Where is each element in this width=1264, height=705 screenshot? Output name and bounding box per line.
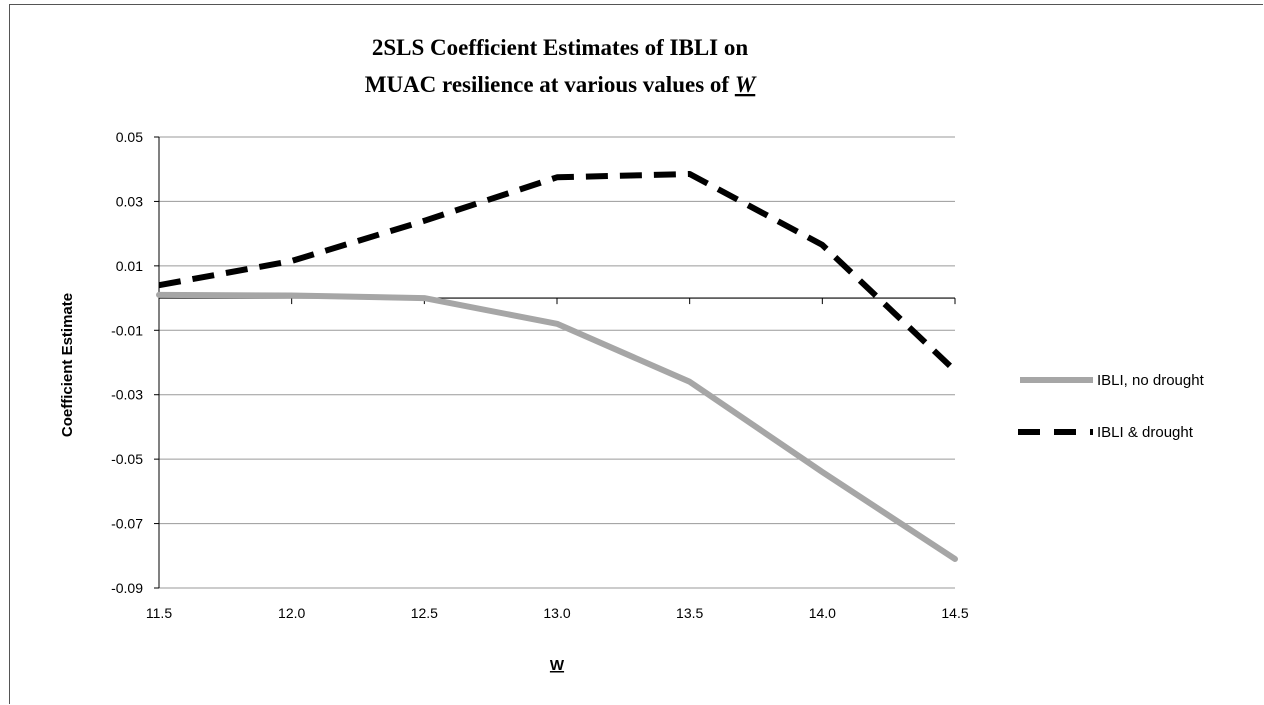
chart-title-line1: 2SLS Coefficient Estimates of IBLI on	[372, 35, 749, 60]
legend: IBLI, no drought IBLI & drought	[1018, 372, 1205, 441]
y-tick-label: -0.09	[111, 580, 143, 596]
x-tick-label: 12.0	[278, 605, 305, 621]
chart-title-line2-text: MUAC resilience at various values of	[365, 72, 735, 97]
chart-frame	[9, 4, 1263, 704]
axes	[154, 136, 956, 589]
y-tick-label: 0.05	[116, 129, 143, 145]
chart-title-line2: MUAC resilience at various values of W	[365, 72, 757, 97]
x-tick-label: 13.0	[543, 605, 570, 621]
x-tick-label: 14.5	[941, 605, 968, 621]
x-axis-title: W	[550, 657, 565, 674]
y-tick-labels: 0.05 0.03 0.01 -0.01 -0.03 -0.05 -0.07 -0.09	[111, 129, 143, 596]
legend-label: IBLI, no drought	[1097, 372, 1205, 389]
gridlines	[159, 136, 955, 589]
y-tick-label: -0.05	[111, 451, 143, 467]
x-tick-label: 11.5	[146, 605, 172, 621]
series-lines	[156, 171, 958, 562]
y-tick-label: -0.03	[111, 387, 143, 403]
y-tick-label: -0.07	[111, 516, 143, 532]
chart-title-variable: W	[735, 72, 757, 97]
x-tick-label: 13.5	[676, 605, 703, 621]
x-tick-label: 14.0	[809, 605, 836, 621]
series-line-ibli-and-drought	[158, 171, 958, 373]
series-line-ibli-no-drought	[156, 291, 958, 562]
y-axis-title: Coefficient Estimate	[59, 293, 76, 437]
y-tick-label: -0.01	[111, 322, 143, 338]
x-tick-label: 12.5	[411, 605, 438, 621]
y-tick-label: 0.03	[116, 193, 143, 209]
y-tick-label: 0.01	[116, 258, 143, 274]
legend-label: IBLI & drought	[1097, 424, 1194, 441]
x-tick-labels: 11.5 12.0 12.5 13.0 13.5 14.0 14.5	[146, 605, 969, 621]
